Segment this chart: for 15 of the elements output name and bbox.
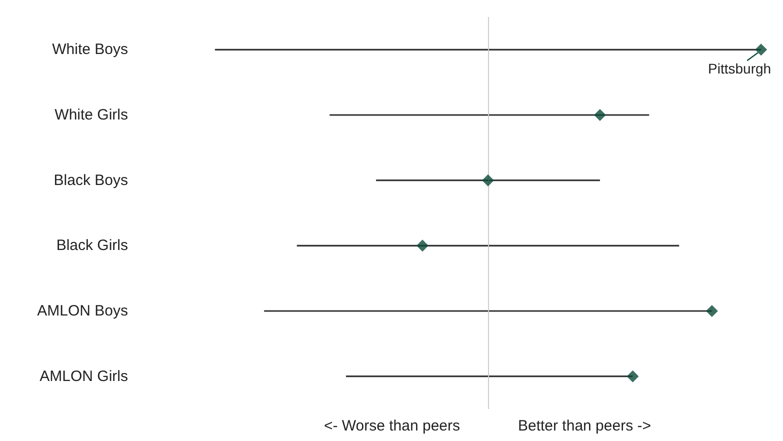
point	[755, 44, 768, 56]
y-tick-label: AMLON Girls	[40, 368, 128, 385]
y-tick-label: Black Boys	[54, 172, 128, 189]
point	[626, 370, 639, 382]
text: <- Worse than peers	[324, 418, 460, 434]
y-tick-label: AMLON Boys	[37, 302, 128, 320]
y-tick-label: Black Girls	[56, 237, 128, 254]
y-tick-label: White Girls	[54, 106, 128, 124]
point	[482, 174, 494, 186]
point	[416, 240, 428, 252]
point	[706, 305, 718, 317]
point	[594, 109, 606, 121]
annotation: Pittsburgh	[708, 60, 772, 77]
text: Better than peers ->	[518, 418, 652, 434]
y-tick-label: White Boys	[52, 41, 128, 58]
